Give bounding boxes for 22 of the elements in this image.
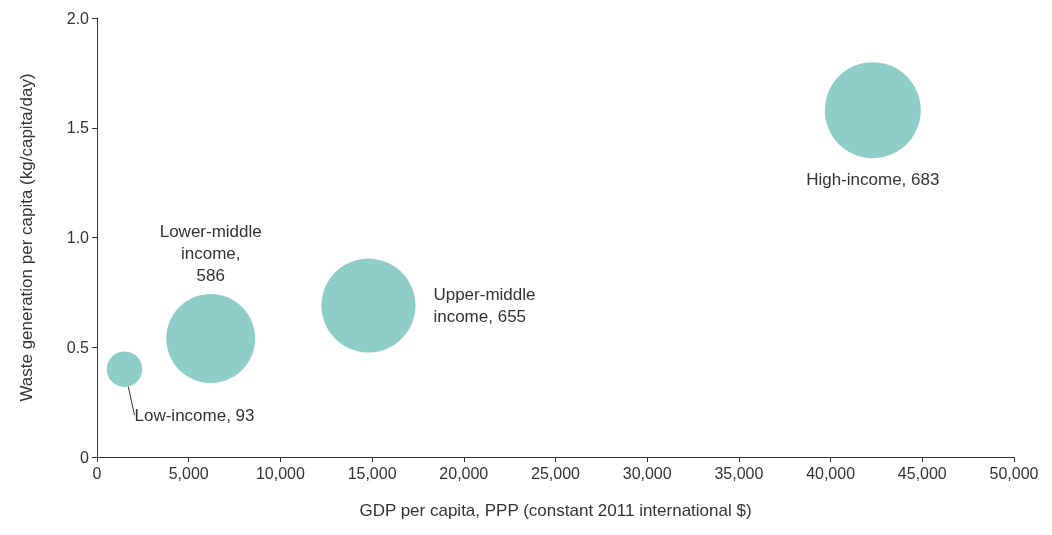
y-tick-label: 0 — [80, 448, 90, 466]
y-tick-label: 1.0 — [66, 229, 90, 246]
x-tick-label: 20,000 — [439, 464, 489, 482]
y-tick-label: 2.0 — [66, 9, 90, 27]
x-tick-label: 5,000 — [168, 464, 209, 482]
data-label: Lower-middle income, 586 — [159, 221, 262, 285]
x-axis-title: GDP per capita, PPP (constant 2011 international $) — [359, 501, 752, 520]
y-tick-label: 0.5 — [66, 338, 90, 356]
data-label: Upper-middle income, 655 — [433, 285, 536, 327]
data-label: Low-income, 93 — [134, 405, 255, 425]
data-label: High-income, 683 — [806, 169, 940, 189]
x-tick-label: 40,000 — [806, 464, 856, 482]
x-tick-label: 0 — [92, 464, 102, 482]
x-tick-label: 35,000 — [714, 464, 764, 482]
x-tick-label: 10,000 — [255, 464, 305, 482]
x-tick-label: 50,000 — [989, 464, 1039, 482]
y-tick-label: 1.5 — [66, 119, 90, 137]
x-tick-label: 15,000 — [347, 464, 397, 482]
x-tick-label: 30,000 — [622, 464, 672, 482]
y-axis-title: Waste generation per capita (kg/capita/day) — [17, 73, 36, 402]
x-tick-label: 25,000 — [531, 464, 581, 482]
x-tick-label: 45,000 — [897, 464, 947, 482]
